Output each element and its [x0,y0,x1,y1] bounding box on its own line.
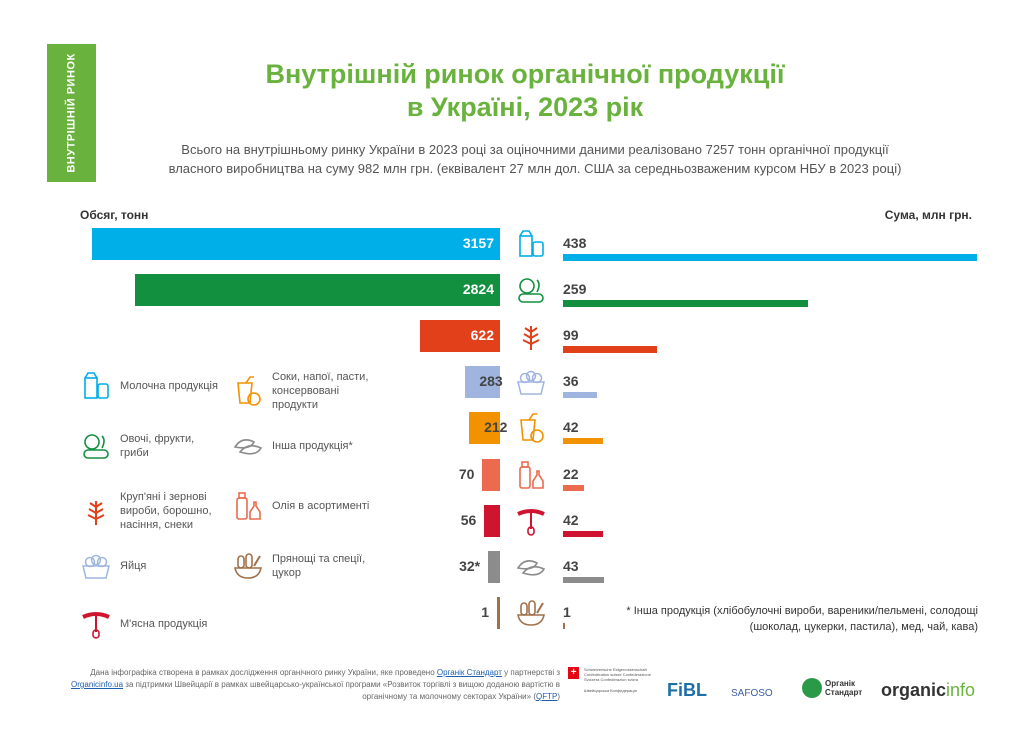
value-label: 438 [563,235,587,251]
legend-label: Прянощі та спеції, цукор [272,553,366,579]
legend-item: Соки, напої, пасти, консервовані продукт… [232,370,382,412]
legend-item: Яйця [80,550,220,582]
volume-bar [135,274,500,306]
sausage-icon [515,505,547,537]
volume-label: 3157 [462,235,494,251]
legend-item: М'ясна продукція [80,608,220,640]
eggs-icon [80,550,112,582]
value-bar [563,577,604,583]
volume-bar [464,366,500,398]
volume-label: 32* [459,558,481,574]
subtitle: Всього на внутрішньому ринку України в 2… [168,142,902,176]
legend-label: Інша продукція* [272,440,353,452]
value-label: 43 [563,558,579,574]
dumplings-icon [232,430,264,462]
vegetables-icon [80,430,112,462]
grain-icon [80,495,112,527]
volume-bar [484,505,500,537]
spices-icon [515,597,547,629]
value-bar [563,300,808,307]
spices-icon [232,550,264,582]
value-bar [563,531,603,537]
legend-label: Молочна продукція [120,380,218,392]
volume-bar [92,228,500,260]
link-organicinfo[interactable]: Organicinfo.ua [71,680,124,689]
value-bar [563,623,565,629]
volume-bar [488,551,500,583]
volume-label: 70 [458,466,475,482]
value-label: 42 [563,512,579,528]
value-bar [563,254,977,261]
juice-icon [232,375,264,407]
volume-label: 1 [481,604,489,620]
value-bar [563,438,603,444]
legend-item: Інша продукція* [232,430,382,462]
footnote: * Інша продукція (хлібобулочні вироби, в… [626,605,978,633]
juice-icon [515,412,547,444]
vegetables-icon [515,274,547,306]
milk-icon [515,228,547,260]
value-label: 1 [563,604,571,620]
credit-text: Дана інфографіка створена в рамках дослі… [71,668,560,701]
grain-icon [515,320,547,352]
legend-label: Овочі, фрукти, гриби [120,433,195,459]
logo-safoso: SAFOSO [731,688,773,699]
legend-item: Олія в асортименті [232,490,382,522]
logo-organic-standard: Органік Стандарт [802,678,870,698]
volume-bar [497,597,500,629]
legend-item: Молочна продукція [80,370,220,402]
legend-label: Круп'яні і зернові вироби, борошно, насі… [120,491,212,531]
volume-label: 283 [479,373,503,389]
value-label: 259 [563,281,587,297]
legend-label: Соки, напої, пасти, консервовані продукт… [272,371,369,411]
dumplings-icon [515,551,547,583]
logo-fibl: FiBL [667,680,707,700]
logo-organicinfo: organicinfo [881,680,976,700]
legend-label: Олія в асортименті [272,500,370,512]
legend-label: М'ясна продукція [120,618,208,630]
legend-item: Прянощі та спеції, цукор [232,550,382,582]
side-label: ВНУТРІШНІЙ РИНОК [47,44,96,182]
volume-bar [419,320,500,352]
volume-label: 56 [460,512,477,528]
logo-swiss: + Schweizerische Eidgenossenschaft Confé… [568,667,659,693]
value-bar [563,392,598,398]
value-label: 22 [563,466,579,482]
milk-icon [80,370,112,402]
link-qftp[interactable]: QFTP [535,692,558,701]
value-label: 99 [563,327,579,343]
page-title: Внутрішній ринок органічної продукції в У… [265,59,785,122]
oil-icon [232,490,264,522]
oil-icon [515,459,547,491]
volume-bar [482,459,500,491]
right-axis-label: Сума, млн грн. [884,208,972,222]
value-label: 36 [563,373,579,389]
left-axis-label: Обсяг, тонн [80,208,149,222]
legend-label: Яйця [120,560,147,572]
volume-label: 622 [470,327,494,343]
value-bar [563,485,584,491]
legend-item: Круп'яні і зернові вироби, борошно, насі… [80,490,220,532]
eggs-icon [515,366,547,398]
value-bar [563,346,657,353]
sausage-icon [80,608,112,640]
link-organic-standard[interactable]: Органік Стандарт [436,668,502,677]
legend-item: Овочі, фрукти, гриби [80,430,220,462]
volume-bar [469,412,500,444]
volume-label: 2824 [462,281,494,297]
value-label: 42 [563,419,579,435]
volume-label: 212 [484,419,508,435]
